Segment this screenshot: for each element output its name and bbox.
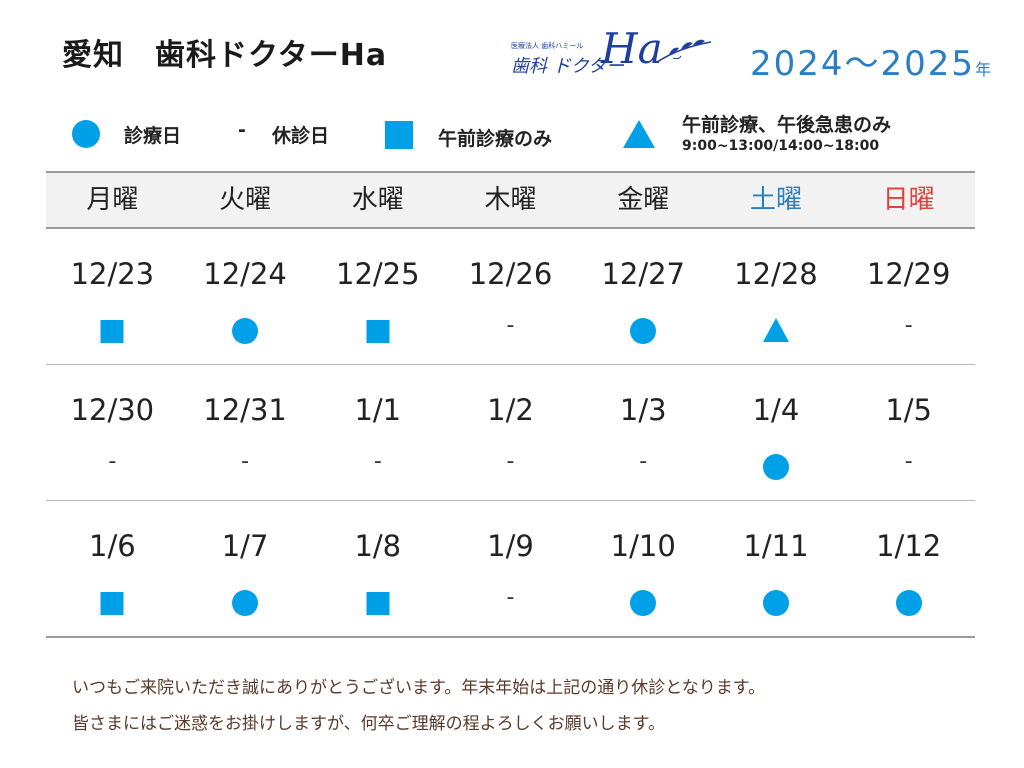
square-icon bbox=[366, 320, 390, 343]
day-header-tue: 火曜 bbox=[219, 185, 272, 215]
day-cell: 12/29 - bbox=[842, 229, 975, 364]
table-body: 12/23 12/24 12/25 12/26-12/27 12/28 12/29-12/… bbox=[46, 229, 975, 638]
legend-am-only-label: 午前診療のみ bbox=[438, 128, 553, 150]
date-label: 1/1 bbox=[354, 393, 402, 427]
date-label: 1/6 bbox=[89, 529, 136, 563]
day-cell: 12/23 bbox=[46, 229, 179, 364]
day-cell: 1/8 bbox=[311, 501, 444, 636]
logo-leaf-icon bbox=[656, 39, 712, 63]
year-range-text: 2024～2025 bbox=[750, 44, 976, 84]
closed-dash: - bbox=[506, 449, 515, 474]
closed-dash: - bbox=[506, 585, 515, 610]
date-label: 1/10 bbox=[610, 529, 676, 563]
date-label: 12/30 bbox=[70, 393, 155, 427]
header: 愛知 歯科ドクターHa 医療法人 歯科ハミール 歯科 ドクター Ha 2024～… bbox=[0, 0, 1024, 100]
day-cell: 12/30 - bbox=[46, 365, 179, 500]
circle-icon bbox=[762, 454, 789, 480]
day-cell: 1/11 bbox=[710, 501, 843, 636]
day-header-fri: 金曜 bbox=[617, 185, 670, 215]
day-cell: 1/3 - bbox=[577, 365, 710, 500]
legend: 診療日 - 休診日 午前診療のみ 午前診療、午後急患のみ 9:00~13:00/… bbox=[0, 108, 1024, 168]
day-cell: 12/25 bbox=[311, 229, 444, 364]
circle-icon bbox=[72, 120, 100, 148]
table-row: 12/23 12/24 12/25 12/26 - 12/27 12/28 12/29 - bbox=[46, 229, 975, 365]
date-label: 1/11 bbox=[743, 529, 809, 563]
clinic-logo: 医療法人 歯科ハミール 歯科 ドクター Ha bbox=[505, 24, 720, 80]
date-label: 12/25 bbox=[336, 257, 420, 291]
logo-subtext: 医療法人 歯科ハミール bbox=[511, 42, 584, 50]
date-label: 1/2 bbox=[487, 393, 534, 427]
date-label: 12/31 bbox=[203, 393, 287, 427]
table-header: 月曜 火曜 水曜 木曜 金曜 土曜 日曜 bbox=[46, 171, 975, 229]
date-label: 1/9 bbox=[487, 529, 534, 563]
circle-icon bbox=[895, 590, 922, 616]
legend-hours: 9:00~13:00/14:00~18:00 bbox=[682, 138, 880, 154]
day-cell: 1/6 bbox=[46, 501, 179, 636]
date-label: 12/23 bbox=[70, 257, 155, 291]
footer-line-2: 皆さまにはご迷惑をお掛けしますが、何卒ご理解の程よろしくお願いします。 bbox=[72, 714, 665, 734]
circle-icon bbox=[232, 318, 259, 344]
table-row: 12/30 - 12/31 - 1/1 - 1/2 - 1/3 - 1/4 1/5 - bbox=[46, 365, 975, 501]
year-range: 2024～2025年 bbox=[750, 36, 991, 85]
square-icon bbox=[100, 592, 124, 615]
schedule-table: 月曜 火曜 水曜 木曜 金曜 土曜 日曜 12/23 12/24 12/25 12/2… bbox=[46, 171, 975, 638]
closed-dash: - bbox=[904, 313, 913, 338]
day-cell: 1/12 bbox=[842, 501, 975, 636]
date-label: 1/7 bbox=[221, 529, 269, 563]
day-cell: 12/27 bbox=[577, 229, 710, 364]
day-header-wed: 水曜 bbox=[351, 185, 404, 215]
table-row: 1/6 1/7 1/8 1/9 - 1/10 1/11 1/12 bbox=[46, 501, 975, 638]
legend-closed-symbol: - bbox=[238, 119, 246, 141]
day-header-thu: 木曜 bbox=[484, 185, 537, 215]
day-cell: 1/2 - bbox=[444, 365, 577, 500]
day-cell: 1/7 bbox=[179, 501, 312, 636]
square-icon bbox=[385, 121, 413, 149]
legend-open-label: 診療日 bbox=[124, 125, 182, 147]
day-header-sat: 土曜 bbox=[749, 185, 802, 215]
date-label: 12/24 bbox=[203, 257, 287, 291]
day-cell: 12/31 - bbox=[179, 365, 312, 500]
date-label: 12/27 bbox=[601, 257, 686, 291]
date-label: 1/4 bbox=[752, 393, 800, 427]
day-header-sun: 日曜 bbox=[882, 185, 935, 215]
date-label: 1/5 bbox=[885, 393, 932, 427]
day-cell: 1/1 - bbox=[311, 365, 444, 500]
date-label: 12/28 bbox=[734, 257, 818, 291]
circle-icon bbox=[630, 590, 657, 616]
day-header-mon: 月曜 bbox=[86, 185, 139, 215]
date-label: 12/29 bbox=[866, 257, 951, 291]
day-cell: 1/9 - bbox=[444, 501, 577, 636]
date-label: 1/3 bbox=[619, 393, 667, 427]
clinic-title: 愛知 歯科ドクターHa bbox=[62, 38, 388, 73]
closed-dash: - bbox=[639, 449, 648, 474]
day-cell: 1/5 - bbox=[842, 365, 975, 500]
triangle-icon bbox=[623, 120, 655, 148]
footer-notice: いつもご来院いただき誠にありがとうございます。年末年始は上記の通り休診となります… bbox=[72, 670, 972, 742]
day-cell: 12/26 - bbox=[444, 229, 577, 364]
year-suffix: 年 bbox=[975, 60, 992, 79]
closed-dash: - bbox=[373, 449, 382, 474]
closed-dash: - bbox=[904, 449, 913, 474]
circle-icon bbox=[762, 590, 789, 616]
square-icon bbox=[366, 592, 390, 615]
closed-dash: - bbox=[241, 449, 250, 474]
day-cell: 1/4 bbox=[710, 365, 843, 500]
circle-icon bbox=[630, 318, 657, 344]
logo-main-text: 歯科 ドクター bbox=[511, 56, 625, 77]
square-icon bbox=[100, 320, 124, 343]
date-label: 1/8 bbox=[354, 529, 402, 563]
closed-dash: - bbox=[506, 313, 515, 338]
legend-closed-label: 休診日 bbox=[272, 125, 330, 147]
logo-ha-text: Ha bbox=[601, 24, 663, 73]
day-cell: 1/10 bbox=[577, 501, 710, 636]
circle-icon bbox=[232, 590, 259, 616]
triangle-icon bbox=[762, 318, 789, 342]
closed-dash: - bbox=[108, 449, 117, 474]
date-label: 12/26 bbox=[468, 257, 553, 291]
legend-am-emergency-label: 午前診療、午後急患のみ bbox=[682, 114, 892, 136]
day-cell: 12/24 bbox=[179, 229, 312, 364]
footer-line-1: いつもご来院いただき誠にありがとうございます。年末年始は上記の通り休診となります… bbox=[72, 678, 766, 698]
day-cell: 12/28 bbox=[710, 229, 843, 364]
date-label: 1/12 bbox=[876, 529, 942, 563]
